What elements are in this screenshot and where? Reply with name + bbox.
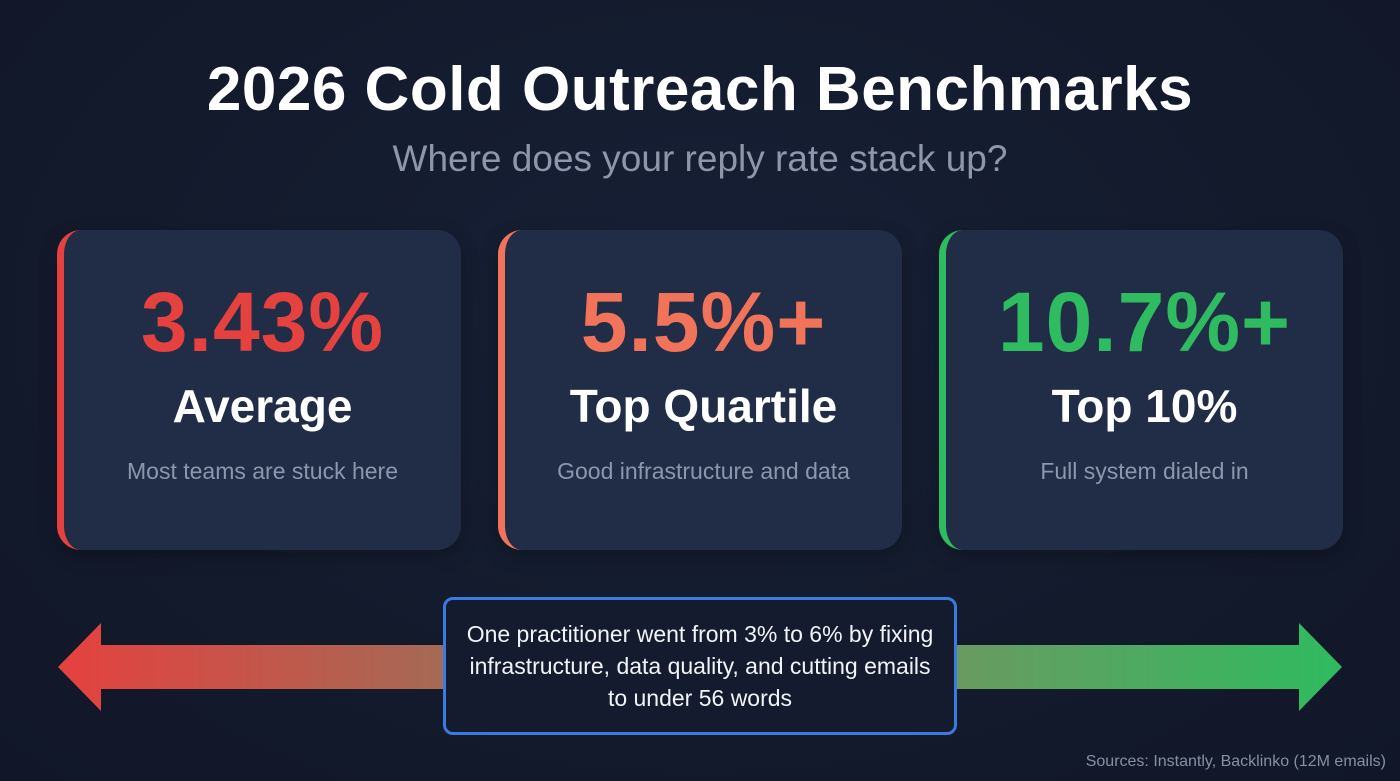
left-arrow-icon [58, 623, 445, 711]
benchmark-value: 3.43% [140, 275, 385, 369]
benchmark-description: Good infrastructure and data [557, 458, 850, 484]
benchmark-card-average: 3.43% Average Most teams are stuck here [57, 230, 461, 550]
benchmark-label: Top 10% [1051, 380, 1238, 432]
callout-text: One practitioner went from 3% to 6% by f… [466, 621, 934, 711]
practitioner-callout: One practitioner went from 3% to 6% by f… [443, 597, 957, 735]
benchmark-label: Average [172, 380, 353, 432]
benchmark-card-top-quartile: 5.5%+ Top Quartile Good infrastructure a… [498, 230, 902, 550]
benchmark-description: Full system dialed in [1040, 458, 1249, 484]
benchmark-label: Top Quartile [569, 380, 838, 432]
benchmark-description: Most teams are stuck here [127, 458, 398, 484]
benchmark-value: 10.7%+ [997, 275, 1292, 369]
page-subtitle: Where does your reply rate stack up? [392, 138, 1008, 179]
page-title: 2026 Cold Outreach Benchmarks [206, 55, 1194, 124]
sources-footnote: Sources: Instantly, Backlinko (12M email… [1085, 753, 1386, 770]
right-arrow-icon [955, 623, 1342, 711]
benchmark-card-top-10: 10.7%+ Top 10% Full system dialed in [939, 230, 1343, 550]
benchmark-value: 5.5%+ [580, 275, 827, 369]
